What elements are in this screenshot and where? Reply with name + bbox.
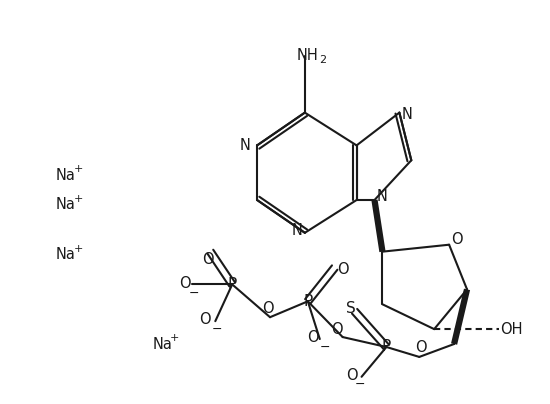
Text: N: N xyxy=(240,138,251,153)
Text: −: − xyxy=(354,378,365,391)
Text: N: N xyxy=(292,223,302,238)
Text: Na: Na xyxy=(152,337,173,351)
Text: Na: Na xyxy=(56,198,76,213)
Text: NH: NH xyxy=(297,48,318,63)
Text: O: O xyxy=(451,232,463,247)
Text: P: P xyxy=(228,277,237,292)
Text: N: N xyxy=(402,107,412,122)
Text: O: O xyxy=(331,322,343,337)
Text: +: + xyxy=(170,333,179,343)
Text: O: O xyxy=(307,330,318,345)
Text: −: − xyxy=(189,287,200,300)
Text: +: + xyxy=(73,244,82,254)
Text: Na: Na xyxy=(56,247,76,262)
Text: O: O xyxy=(337,262,349,277)
Text: O: O xyxy=(346,368,358,383)
Text: +: + xyxy=(73,194,82,204)
Text: O: O xyxy=(200,312,211,327)
Text: O: O xyxy=(262,301,274,316)
Text: O: O xyxy=(179,276,190,291)
Text: O: O xyxy=(202,252,214,267)
Text: N: N xyxy=(377,189,388,204)
Text: S: S xyxy=(346,301,355,316)
Text: Na: Na xyxy=(56,168,76,183)
Text: 2: 2 xyxy=(319,55,326,65)
Text: −: − xyxy=(212,323,223,336)
Text: OH: OH xyxy=(500,322,523,337)
Text: P: P xyxy=(303,294,312,309)
Text: P: P xyxy=(382,339,391,354)
Text: O: O xyxy=(415,341,427,356)
Text: −: − xyxy=(320,341,330,354)
Text: +: + xyxy=(73,164,82,174)
